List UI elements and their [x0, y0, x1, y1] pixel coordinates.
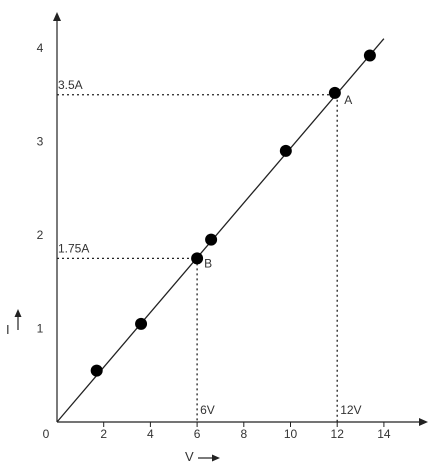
data-point	[191, 252, 204, 265]
x-tick-label: 6	[194, 427, 201, 441]
x-tick-label: 10	[284, 427, 298, 441]
point-label-B: B	[204, 256, 212, 270]
x-tick-label: 0	[43, 427, 50, 441]
data-point	[279, 144, 292, 157]
fit-line-group	[56, 38, 385, 423]
y-tick-label: 3	[37, 135, 44, 149]
data-point	[363, 49, 376, 62]
x-tick-label: 2	[100, 427, 107, 441]
x-axis-label: V	[185, 449, 194, 464]
fit-line	[56, 38, 385, 423]
axes	[53, 12, 428, 427]
x-tick-label: 14	[377, 427, 391, 441]
point-label-A: A	[344, 93, 352, 107]
data-points	[90, 49, 376, 377]
current-annotation-label: 3.5A	[58, 78, 83, 92]
x-label-arrow-icon	[212, 454, 220, 462]
data-point	[205, 233, 218, 246]
y-tick-label: 4	[37, 41, 44, 55]
x-tick-label: 12	[331, 427, 345, 441]
guide-lines	[57, 94, 338, 422]
y-label-arrow-icon	[14, 309, 22, 317]
y-tick-label: 2	[37, 228, 44, 242]
data-point	[90, 364, 103, 377]
y-axis-arrow-icon	[53, 12, 61, 21]
x-axis-arrow-icon	[419, 418, 428, 426]
current-annotation-label: 1.75A	[58, 241, 89, 255]
y-tick-label: 1	[37, 322, 44, 336]
voltage-annotation-label: 12V	[340, 403, 361, 417]
voltage-annotation-label: 6V	[200, 403, 215, 417]
x-tick-label: 8	[240, 427, 247, 441]
data-point	[135, 317, 148, 330]
x-tick-label: 4	[147, 427, 154, 441]
data-point	[328, 86, 341, 99]
y-axis-label: I	[6, 322, 10, 337]
